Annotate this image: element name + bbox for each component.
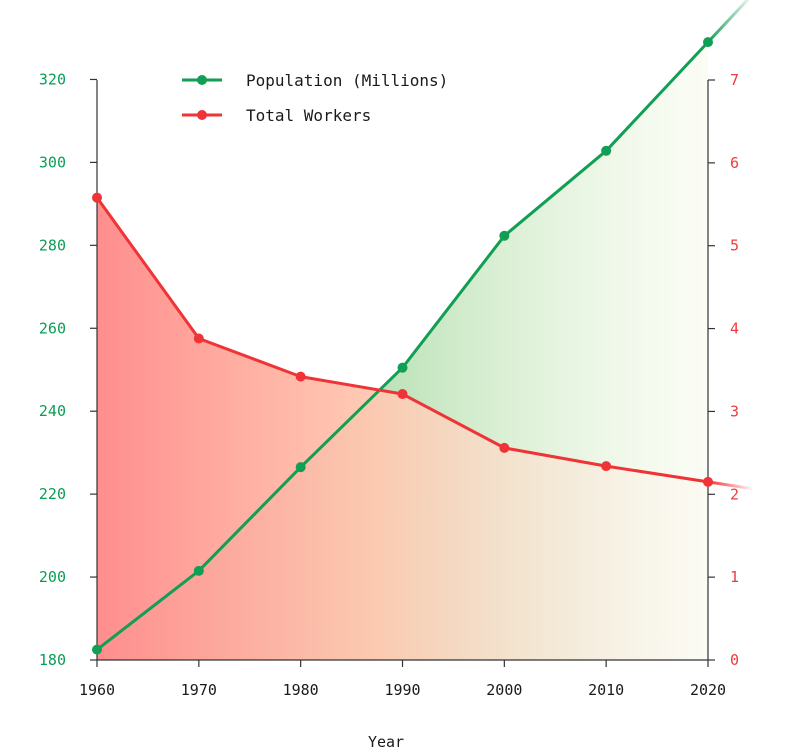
legend-marker-population xyxy=(197,75,207,85)
population-point-2000 xyxy=(499,230,510,241)
workers-area xyxy=(97,197,708,660)
right-tick-label: 7 xyxy=(730,71,739,89)
x-axis-title: Year xyxy=(368,733,404,751)
population-point-2020 xyxy=(703,37,713,48)
x-axis-ticks: 1960 1970 1980 1990 2000 2010 2020 xyxy=(79,660,726,699)
left-tick-label: 240 xyxy=(39,402,66,420)
left-tick-label: 280 xyxy=(39,236,66,254)
population-trend-tail xyxy=(706,0,750,44)
workers-point-1960 xyxy=(92,192,102,203)
x-tick-label: 2020 xyxy=(690,681,726,699)
x-tick-label: 1990 xyxy=(384,681,420,699)
workers-point-2000 xyxy=(499,442,510,453)
left-axis-ticks: 180 200 220 240 260 280 300 320 xyxy=(39,70,97,669)
population-point-1980 xyxy=(295,462,306,473)
x-tick-label: 1980 xyxy=(283,681,319,699)
x-tick-label: 1960 xyxy=(79,681,115,699)
legend-marker-workers xyxy=(197,110,207,120)
area-fills xyxy=(97,42,708,660)
population-point-1990 xyxy=(397,362,408,373)
right-tick-label: 1 xyxy=(730,568,739,586)
left-tick-label: 200 xyxy=(39,568,66,586)
population-point-2010 xyxy=(601,145,612,156)
workers-point-1980 xyxy=(295,371,306,382)
left-tick-label: 220 xyxy=(39,485,66,503)
workers-point-2020 xyxy=(703,476,713,487)
workers-point-1990 xyxy=(397,389,408,400)
legend-label-workers: Total Workers xyxy=(246,106,371,125)
left-tick-label: 320 xyxy=(39,70,66,88)
right-axis-ticks: 0 1 2 3 4 5 6 7 xyxy=(708,71,739,669)
right-tick-label: 2 xyxy=(730,485,739,503)
workers-trend-tail xyxy=(707,480,755,491)
right-tick-label: 3 xyxy=(730,402,739,420)
legend-label-population: Population (Millions) xyxy=(246,71,448,90)
left-tick-label: 300 xyxy=(39,153,66,171)
x-tick-label: 2010 xyxy=(588,681,624,699)
x-tick-label: 1970 xyxy=(181,681,217,699)
x-tick-label: 2000 xyxy=(486,681,522,699)
right-tick-label: 0 xyxy=(730,651,739,669)
workers-point-2010 xyxy=(601,461,612,472)
left-tick-label: 260 xyxy=(39,319,66,337)
left-tick-label: 180 xyxy=(39,651,66,669)
population-point-1960 xyxy=(92,644,102,655)
population-point-1970 xyxy=(193,565,204,576)
data-points xyxy=(92,37,713,655)
workers-point-1970 xyxy=(193,333,204,344)
right-tick-label: 6 xyxy=(730,154,739,172)
right-tick-label: 4 xyxy=(730,320,739,338)
right-tick-label: 5 xyxy=(730,237,739,255)
legend: Population (Millions) Total Workers xyxy=(182,71,448,125)
